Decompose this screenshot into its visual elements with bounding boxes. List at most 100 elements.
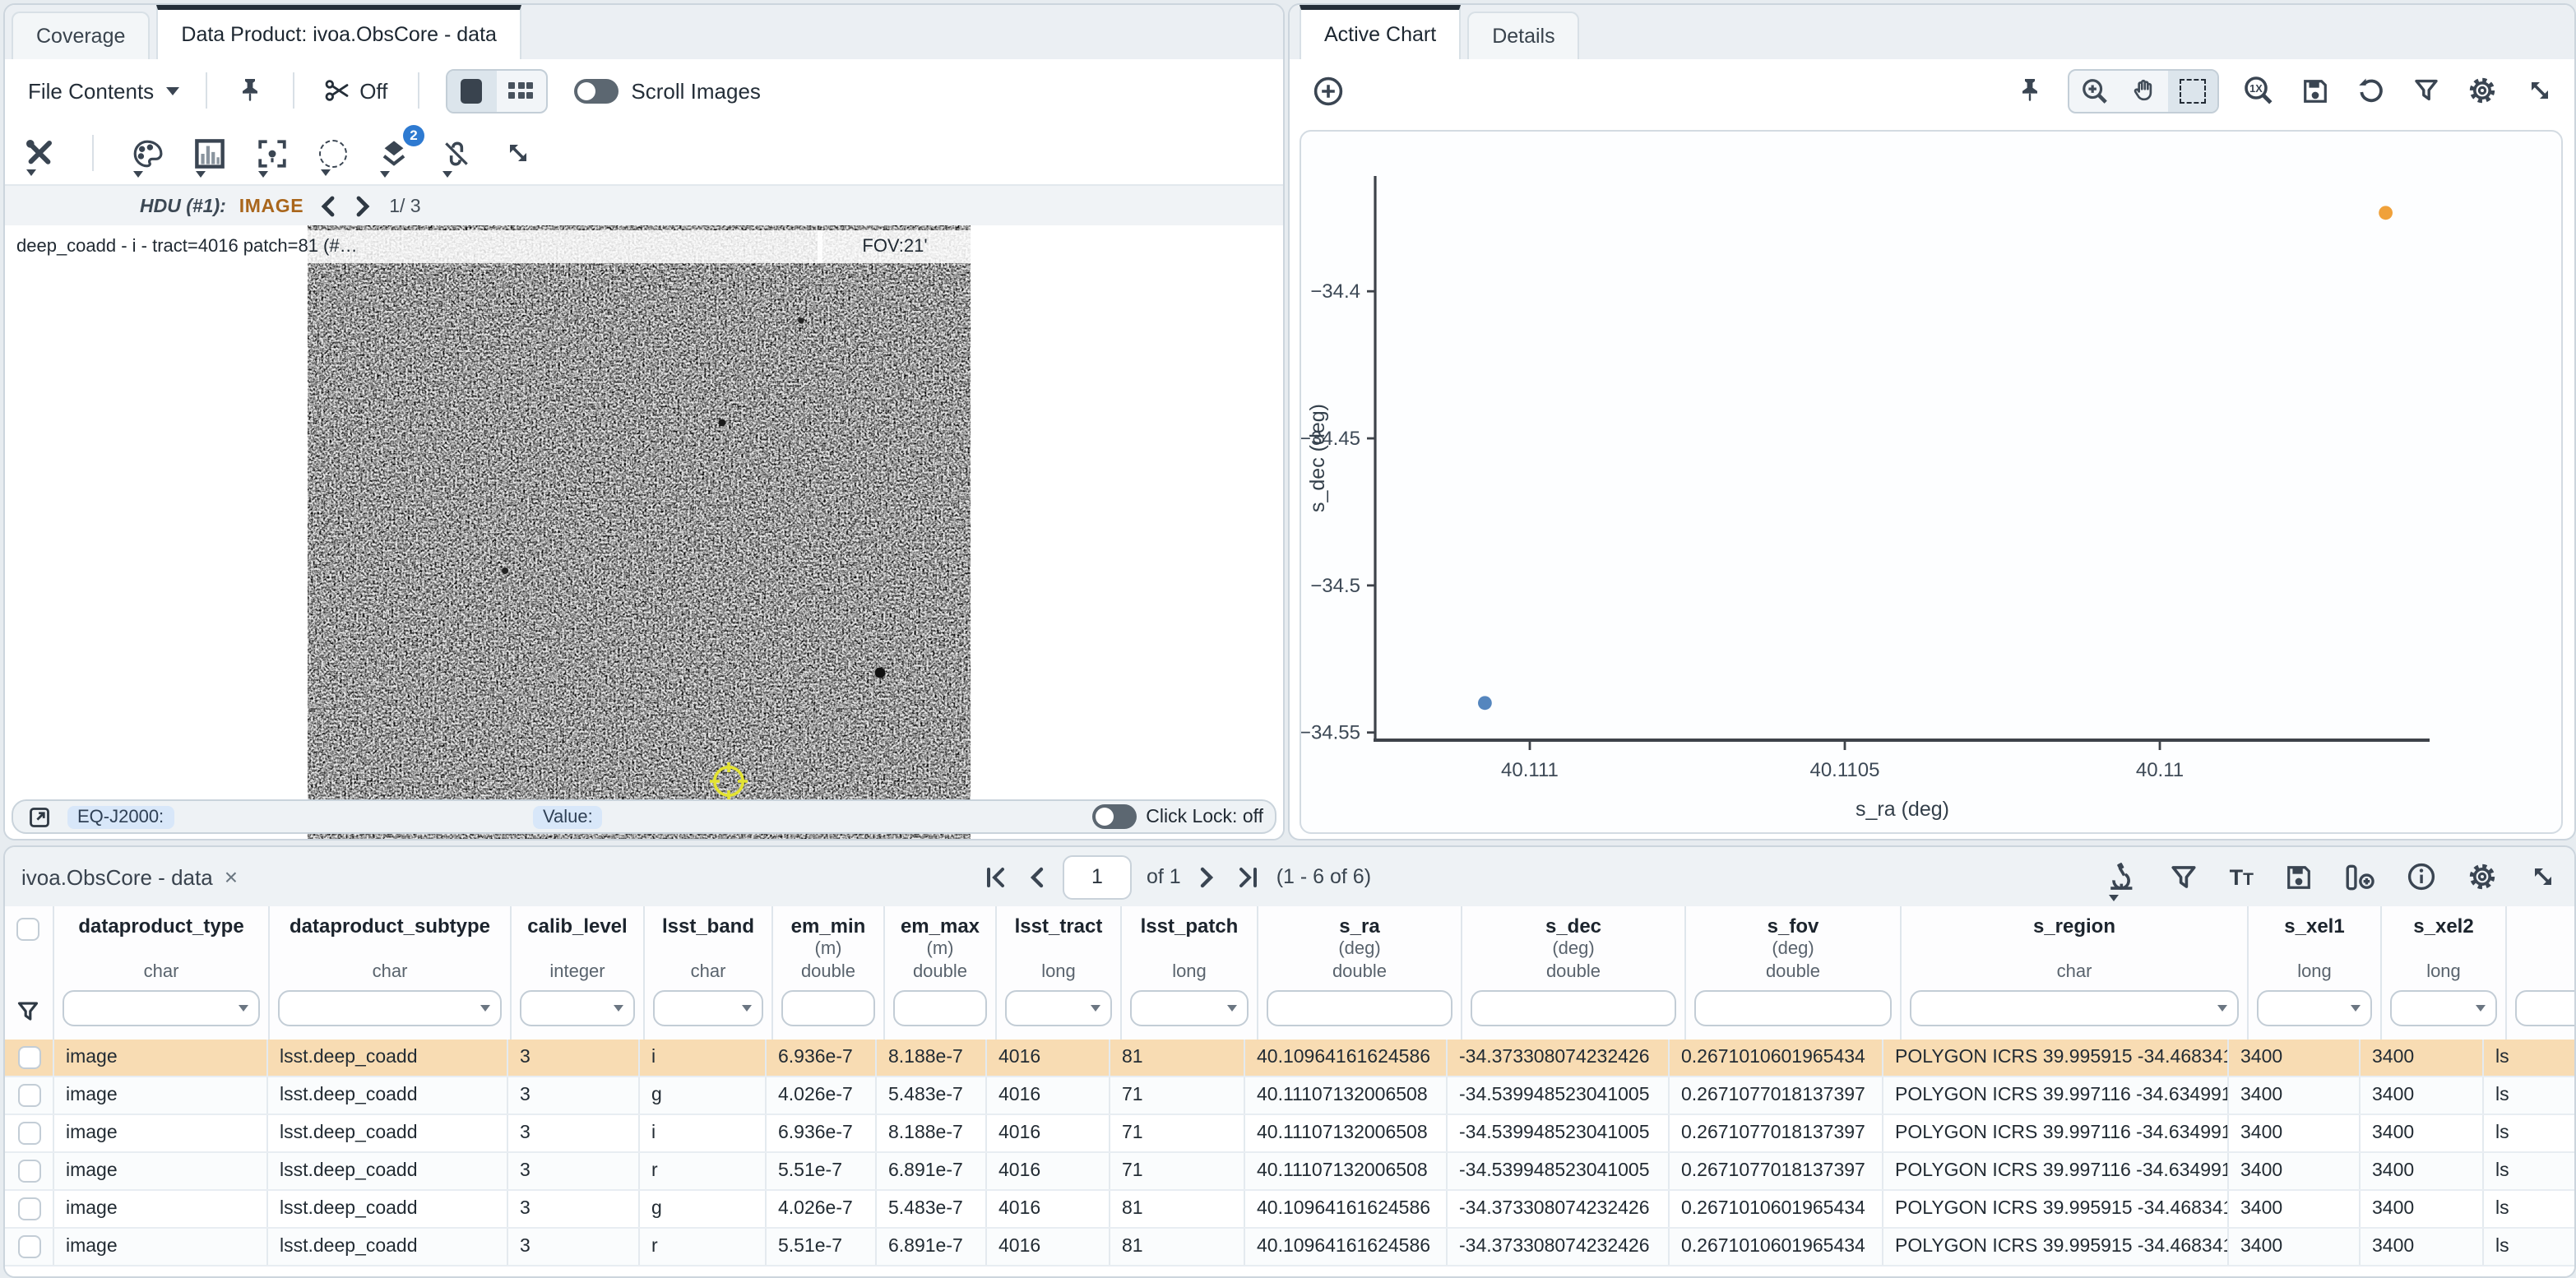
- column-filter-input[interactable]: [1130, 990, 1249, 1026]
- column-filter-input[interactable]: [781, 990, 875, 1026]
- expand-image-button[interactable]: [500, 135, 536, 171]
- table-row[interactable]: image lsst.deep_coadd 3 g 4.026e-7 5.483e-7 40…: [5, 1077, 2574, 1115]
- single-view-button[interactable]: [447, 70, 497, 111]
- stretch-histogram-button[interactable]: [191, 134, 229, 177]
- page-number-input[interactable]: [1063, 854, 1132, 899]
- column-header-s_fov[interactable]: s_fov (deg) double: [1686, 906, 1902, 1040]
- column-header-calib_level[interactable]: calib_level integer: [512, 906, 645, 1040]
- column-filter-input[interactable]: [1267, 990, 1452, 1026]
- column-header-em_min[interactable]: em_min (m) double: [773, 906, 885, 1040]
- table-cell: 40.11107132006508: [1245, 1115, 1448, 1151]
- text-view-button[interactable]: TT: [2226, 861, 2257, 892]
- column-header-s_dec[interactable]: s_dec (deg) double: [1462, 906, 1686, 1040]
- expand-chart-button[interactable]: [2522, 72, 2558, 109]
- analyze-button[interactable]: [2105, 858, 2143, 901]
- pin-chart-button[interactable]: [2013, 74, 2046, 107]
- save-table-button[interactable]: [2282, 859, 2316, 894]
- filter-table-button[interactable]: [2167, 859, 2202, 894]
- tab-active-chart[interactable]: Active Chart: [1300, 5, 1462, 59]
- filter-chart-button[interactable]: [2410, 74, 2443, 107]
- column-header-lsst_patch[interactable]: lsst_patch long: [1122, 906, 1258, 1040]
- column-header-lsst_tract[interactable]: lsst_tract long: [997, 906, 1122, 1040]
- next-page-button[interactable]: [1196, 863, 1219, 891]
- column-header-s_region[interactable]: s_region char: [1902, 906, 2249, 1040]
- row-checkbox[interactable]: [17, 1084, 40, 1107]
- tools-button[interactable]: [21, 135, 58, 176]
- tab-data-product[interactable]: Data Product: ivoa.ObsCore - data: [156, 5, 521, 59]
- crop-off-button[interactable]: Off: [320, 74, 391, 107]
- column-filter-input[interactable]: [520, 990, 635, 1026]
- tab-details[interactable]: Details: [1467, 12, 1580, 59]
- prev-page-button[interactable]: [1025, 863, 1048, 891]
- unlink-wcs-button[interactable]: [438, 134, 475, 177]
- save-chart-button[interactable]: [2298, 73, 2333, 108]
- select-all-checkbox[interactable]: [16, 918, 39, 941]
- zoom-mode-button[interactable]: [2069, 70, 2119, 111]
- row-checkbox[interactable]: [17, 1197, 40, 1220]
- fits-image-viewer[interactable]: deep_coadd - i - tract=4016 patch=81 (#……: [5, 225, 1283, 839]
- scroll-images-toggle[interactable]: Scroll Images: [573, 78, 761, 103]
- last-page-button[interactable]: [1234, 863, 1262, 891]
- close-table-icon[interactable]: ×: [224, 864, 239, 890]
- chart-settings-button[interactable]: [2464, 72, 2500, 109]
- column-filter-input[interactable]: [893, 990, 987, 1026]
- column-filter-input[interactable]: [63, 990, 260, 1026]
- chart-point[interactable]: [1478, 696, 1492, 711]
- column-name: s_fov: [1767, 915, 1819, 938]
- column-filter-input[interactable]: [2390, 990, 2497, 1026]
- pin-button[interactable]: [233, 74, 266, 107]
- column-filter-input[interactable]: [2257, 990, 2372, 1026]
- first-page-button[interactable]: [982, 863, 1010, 891]
- expand-to-new-button[interactable]: [25, 802, 54, 831]
- column-filter-input[interactable]: [1910, 990, 2239, 1026]
- row-checkbox[interactable]: [17, 1235, 40, 1258]
- column-filter-input[interactable]: [1471, 990, 1676, 1026]
- grid-view-button[interactable]: [496, 70, 545, 111]
- row-checkbox[interactable]: [17, 1046, 40, 1069]
- table-row[interactable]: image lsst.deep_coadd 3 i 6.936e-7 8.188e-7 40…: [5, 1115, 2574, 1153]
- table-tab-label[interactable]: ivoa.ObsCore - data: [21, 864, 213, 889]
- column-filter-input[interactable]: [1694, 990, 1892, 1026]
- table-row[interactable]: image lsst.deep_coadd 3 r 5.51e-7 6.891e-7 401…: [5, 1229, 2574, 1266]
- toggle-off-icon: [1091, 804, 1137, 829]
- region-circle-button[interactable]: [316, 136, 350, 175]
- row-checkbox[interactable]: [17, 1160, 40, 1183]
- column-header-dataproduct_subtype[interactable]: dataproduct_subtype char: [270, 906, 512, 1040]
- column-header-s_xel2[interactable]: s_xel2 long: [2382, 906, 2507, 1040]
- add-column-button[interactable]: [2341, 858, 2379, 896]
- prev-hdu-button[interactable]: [317, 196, 338, 217]
- column-header-s_ra[interactable]: s_ra (deg) double: [1258, 906, 1462, 1040]
- file-contents-dropdown[interactable]: File Contents: [28, 78, 179, 103]
- fits-image[interactable]: [308, 225, 971, 839]
- column-filter-input[interactable]: [653, 990, 763, 1026]
- column-header-clipped[interactable]: [2507, 906, 2574, 1040]
- pan-mode-button[interactable]: [2119, 70, 2168, 111]
- column-header-dataproduct_type[interactable]: dataproduct_type char: [54, 906, 270, 1040]
- color-table-button[interactable]: [128, 134, 166, 177]
- table-row[interactable]: image lsst.deep_coadd 3 r 5.51e-7 6.891e-7 401…: [5, 1153, 2574, 1191]
- restore-chart-button[interactable]: [2354, 73, 2388, 108]
- row-checkbox[interactable]: [17, 1122, 40, 1145]
- zoom-original-button[interactable]: 1X: [2240, 72, 2277, 109]
- click-lock-toggle[interactable]: Click Lock: off: [1091, 804, 1263, 829]
- table-row[interactable]: image lsst.deep_coadd 3 i 6.936e-7 8.188e-7 40…: [5, 1040, 2574, 1077]
- column-filter-input[interactable]: [2515, 990, 2574, 1026]
- add-chart-button[interactable]: [1309, 72, 1347, 109]
- tab-coverage[interactable]: Coverage: [12, 12, 151, 59]
- scatter-chart[interactable]: −34.4 −34.45 −34.5 −34.55 40.111 40.1105 40.11…: [1300, 130, 2563, 834]
- layers-button[interactable]: 2: [375, 124, 424, 177]
- expand-table-button[interactable]: [2525, 859, 2561, 895]
- column-header-em_max[interactable]: em_max (m) double: [885, 906, 997, 1040]
- table-settings-button[interactable]: [2464, 859, 2500, 895]
- table-cell: 3400: [2229, 1153, 2361, 1189]
- column-filter-input[interactable]: [278, 990, 502, 1026]
- chart-point[interactable]: [2379, 206, 2393, 220]
- table-row[interactable]: image lsst.deep_coadd 3 g 4.026e-7 5.483e-7 40…: [5, 1191, 2574, 1229]
- select-mode-button[interactable]: [2168, 70, 2217, 111]
- column-header-s_xel1[interactable]: s_xel1 long: [2249, 906, 2382, 1040]
- table-info-button[interactable]: [2403, 859, 2439, 895]
- recenter-button[interactable]: [253, 134, 291, 177]
- next-hdu-button[interactable]: [351, 196, 373, 217]
- column-filter-input[interactable]: [1005, 990, 1112, 1026]
- column-header-lsst_band[interactable]: lsst_band char: [645, 906, 773, 1040]
